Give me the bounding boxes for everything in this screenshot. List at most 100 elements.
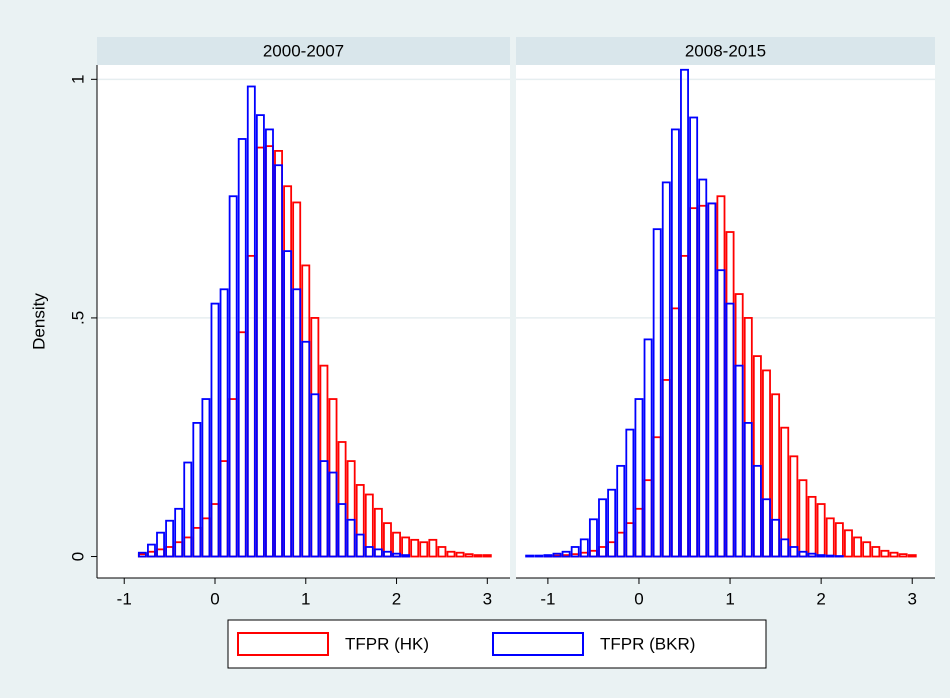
bar — [274, 164, 283, 558]
panel-header — [516, 37, 935, 65]
bar — [598, 498, 607, 558]
y-tick-label: 0 — [68, 552, 87, 561]
bar — [364, 546, 374, 558]
bar — [807, 552, 817, 558]
bar — [634, 398, 644, 558]
bar — [616, 464, 626, 558]
bar — [889, 551, 899, 558]
bar — [743, 422, 753, 558]
panel-title: 2000-2007 — [263, 41, 344, 60]
bar — [192, 422, 202, 558]
bar — [734, 364, 744, 558]
bar — [552, 552, 562, 558]
bar — [310, 393, 320, 558]
x-tick-label: 3 — [483, 589, 492, 608]
x-tick-label: 0 — [634, 589, 643, 608]
bar — [401, 554, 411, 558]
x-tick-label: -1 — [540, 589, 555, 608]
x-tick-label: 2 — [392, 589, 401, 608]
bar — [237, 138, 247, 558]
bar — [880, 549, 890, 558]
legend-swatch — [492, 632, 584, 656]
bar — [907, 554, 917, 558]
bar — [579, 538, 589, 558]
x-tick-label: -1 — [117, 589, 132, 608]
bar — [543, 554, 553, 558]
bar — [337, 503, 347, 558]
bar — [319, 460, 329, 558]
bar — [246, 85, 256, 558]
bar — [428, 538, 438, 558]
bar — [137, 551, 147, 558]
bar — [871, 546, 881, 558]
y-tick-label: 1 — [68, 75, 87, 84]
bar — [789, 546, 799, 558]
bar — [228, 195, 238, 558]
panel-header — [97, 37, 510, 65]
bar — [670, 128, 680, 558]
bar — [689, 116, 699, 558]
bar — [455, 551, 465, 558]
bar — [661, 181, 671, 558]
bar — [265, 128, 274, 558]
bar — [255, 114, 265, 558]
bar — [301, 340, 311, 558]
bar — [464, 553, 474, 558]
x-tick-label: 1 — [725, 589, 734, 608]
bar — [844, 529, 853, 558]
bar — [561, 550, 571, 558]
bar — [392, 552, 401, 558]
bar — [725, 302, 735, 558]
plot-area — [516, 65, 935, 578]
bar — [771, 518, 781, 558]
bar — [816, 554, 826, 558]
bar — [652, 228, 662, 558]
bar — [292, 288, 302, 558]
bar — [825, 554, 835, 558]
legend-swatch — [237, 632, 329, 656]
bar — [588, 518, 598, 558]
bar — [707, 202, 717, 558]
bar — [328, 471, 338, 558]
bar — [437, 546, 447, 558]
bar — [853, 536, 863, 558]
y-axis-label: Density — [29, 293, 48, 350]
x-tick-label: 2 — [816, 589, 825, 608]
bar — [625, 428, 635, 558]
bar — [473, 554, 483, 558]
bar — [219, 288, 229, 558]
bar — [410, 538, 420, 558]
bar — [525, 554, 535, 558]
bar — [762, 498, 771, 558]
panel-title: 2008-2015 — [685, 41, 766, 60]
legend-label: TFPR (HK) — [345, 634, 429, 653]
bar — [201, 398, 211, 558]
bar — [643, 338, 653, 558]
bar — [373, 548, 383, 558]
bar — [346, 518, 356, 558]
bar — [780, 538, 790, 558]
x-tick-label: 3 — [907, 589, 916, 608]
bar — [798, 550, 808, 558]
bar — [534, 554, 544, 558]
bar — [698, 178, 708, 558]
bar — [446, 550, 456, 558]
bar — [482, 554, 492, 558]
bar — [183, 461, 193, 558]
bar — [147, 543, 156, 558]
x-tick-label: 1 — [301, 589, 310, 608]
plot-area — [97, 65, 510, 578]
bar — [898, 553, 908, 558]
y-tick-label: .5 — [68, 311, 87, 325]
bar — [165, 519, 175, 558]
bar — [607, 488, 617, 558]
bar — [283, 250, 293, 558]
bar — [156, 531, 165, 558]
bar — [174, 507, 184, 558]
bar — [752, 464, 762, 558]
bar — [680, 68, 689, 558]
x-tick-label: 0 — [210, 589, 219, 608]
legend-label: TFPR (BKR) — [600, 634, 695, 653]
bar — [383, 550, 392, 558]
